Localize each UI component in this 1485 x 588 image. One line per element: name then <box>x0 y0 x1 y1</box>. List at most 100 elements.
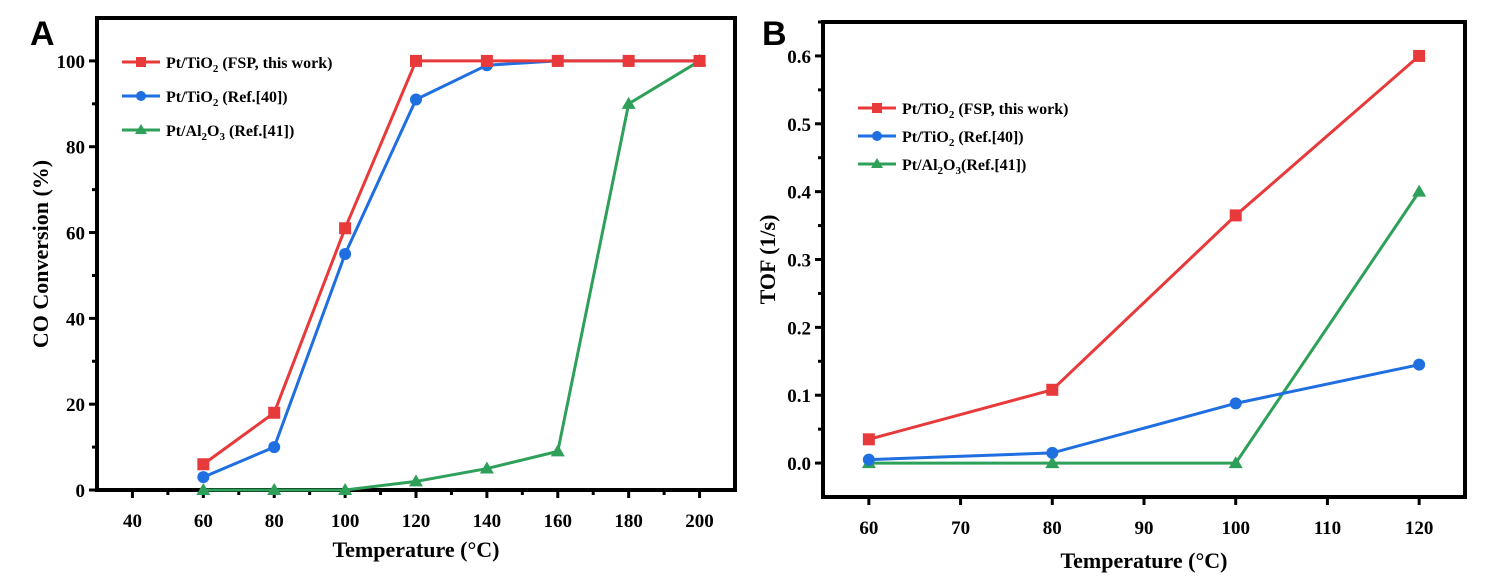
series-triangle <box>196 53 707 495</box>
data-point-square <box>480 54 493 67</box>
data-point-triangle <box>409 474 423 487</box>
data-point-circle <box>197 471 210 484</box>
legend-item: Pt/TiO2 (FSP, this work) <box>122 55 332 75</box>
legend-text: (Ref.[40]) <box>954 129 1023 146</box>
legend-text: (Ref.[41]) <box>225 123 294 140</box>
y-tick-label: 0.1 <box>787 386 811 407</box>
data-point-triangle <box>550 444 565 457</box>
x-tick-label: 80 <box>265 511 284 532</box>
x-tick-label: 140 <box>473 511 502 532</box>
legend-label: Pt/TiO2 (FSP, this work) <box>902 101 1068 121</box>
data-point-circle <box>268 441 281 454</box>
legend-item: Pt/TiO2 (Ref.[40]) <box>858 129 1024 149</box>
y-tick-label: 0.4 <box>787 183 811 204</box>
x-tick-label: 180 <box>614 511 643 532</box>
legend-text: (Ref.[41]) <box>961 157 1026 174</box>
legend-label: Pt/TiO2 (FSP, this work) <box>166 55 332 75</box>
legend-subscript: 2 <box>213 63 219 75</box>
legend: Pt/TiO2 (FSP, this work)Pt/TiO2 (Ref.[40… <box>122 55 332 143</box>
data-point-triangle <box>1045 456 1060 469</box>
legend-subscript: 2 <box>949 137 955 149</box>
y-axis-label: CO Conversion (%) <box>28 160 53 348</box>
data-point-circle <box>862 453 875 466</box>
legend-item: Pt/Al2O3(Ref.[41]) <box>858 157 1026 177</box>
x-tick-label: 100 <box>331 511 360 532</box>
data-point-circle <box>1046 446 1059 459</box>
data-point-circle <box>872 131 882 141</box>
data-point-triangle <box>1228 456 1243 469</box>
data-point-square <box>410 54 422 67</box>
data-point-triangle <box>135 124 147 134</box>
chart-panel-a: A 40 60 80 100 120 140 160 180 200 0 20 40 60 80 100 Tem… <box>28 15 737 562</box>
series-line <box>868 190 1421 465</box>
legend-label: Pt/TiO2 (Ref.[40]) <box>166 89 288 109</box>
series-circle <box>197 54 706 484</box>
series-line <box>868 363 1420 462</box>
series-line <box>202 59 700 466</box>
chart-panel-b: B 60 70 80 90 100 110 120 0.0 0.1 0.2 0.3 0.4 0.5 0.6 T… <box>755 15 1467 573</box>
legend-item: Pt/TiO2 (Ref.[40]) <box>122 89 288 109</box>
legend-item: Pt/TiO2 (FSP, this work) <box>858 101 1068 121</box>
series-line <box>203 59 701 492</box>
legend-label: Pt/Al2O3 (Ref.[41]) <box>166 123 294 143</box>
legend-item: Pt/Al2O3 (Ref.[41]) <box>122 123 294 143</box>
data-point-square <box>1046 383 1059 396</box>
x-tick-label: 60 <box>859 518 878 539</box>
x-tick-label: 160 <box>544 511 573 532</box>
legend-subscript: 3 <box>956 165 962 177</box>
data-point-triangle <box>196 483 211 495</box>
y-tick-label: 0.3 <box>787 251 811 272</box>
data-point-square <box>693 54 706 67</box>
data-point-square <box>197 458 210 471</box>
legend-text: Pt/TiO <box>902 129 949 146</box>
y-tick-label: 40 <box>66 309 85 330</box>
legend-subscript: 2 <box>938 165 944 177</box>
series-square <box>862 49 1426 446</box>
x-tick-label: 60 <box>194 511 213 532</box>
legend-text: Pt/Al <box>902 157 938 174</box>
data-point-square <box>862 433 875 446</box>
data-point-triangle <box>871 158 883 168</box>
x-axis-label: Temperature (°C) <box>332 537 499 562</box>
data-point-square <box>1413 49 1426 62</box>
legend-text: Pt/TiO <box>902 101 949 118</box>
legend-text: (FSP, this work) <box>954 101 1068 118</box>
legend-subscript: 2 <box>213 97 219 109</box>
panel-label: B <box>762 15 787 53</box>
legend-text: O <box>207 123 219 140</box>
data-point-triangle <box>621 96 636 109</box>
data-point-triangle <box>338 483 353 495</box>
legend-text: Pt/TiO <box>166 55 213 72</box>
y-axis-label: TOF (1/s) <box>755 215 780 305</box>
legend-text: Pt/TiO <box>166 89 213 106</box>
y-tick-label: 0.6 <box>787 47 811 68</box>
legend: Pt/TiO2 (FSP, this work)Pt/TiO2 (Ref.[40… <box>858 101 1068 177</box>
series-square <box>197 54 706 471</box>
legend-subscript: 2 <box>202 131 208 143</box>
legend-text: O <box>943 157 955 174</box>
x-tick-label: 70 <box>951 518 970 539</box>
data-point-square <box>1229 209 1242 222</box>
legend-text: Pt/Al <box>166 123 202 140</box>
data-point-circle <box>1413 358 1426 371</box>
data-point-circle <box>339 248 352 260</box>
y-tick-label: 100 <box>57 52 86 73</box>
data-point-square <box>339 222 352 235</box>
legend-label: Pt/Al2O3(Ref.[41]) <box>902 157 1026 177</box>
y-tick-label: 20 <box>66 395 85 416</box>
y-tick-label: 0.2 <box>787 318 811 339</box>
x-tick-label: 90 <box>1135 518 1154 539</box>
x-tick-label: 100 <box>1221 518 1250 539</box>
data-point-square <box>551 54 564 67</box>
data-point-circle <box>410 93 422 106</box>
y-tick-label: 80 <box>66 138 85 159</box>
x-tick-label: 40 <box>123 511 142 532</box>
data-point-triangle <box>267 483 282 495</box>
legend-text: (FSP, this work) <box>218 55 332 72</box>
y-tick-label: 0 <box>76 481 86 502</box>
data-point-triangle <box>479 461 494 474</box>
data-point-square <box>622 54 635 67</box>
x-axis-label: Temperature (°C) <box>1060 548 1227 573</box>
y-tick-label: 60 <box>66 224 85 245</box>
x-tick-label: 80 <box>1043 518 1062 539</box>
